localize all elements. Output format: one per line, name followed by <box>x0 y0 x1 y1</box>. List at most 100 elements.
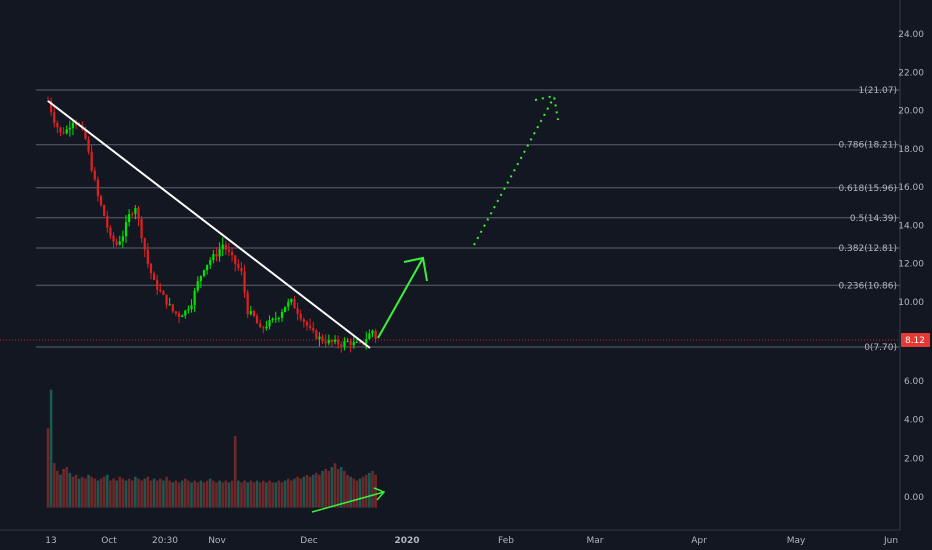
candle-body <box>327 339 330 344</box>
candle-body <box>234 255 237 264</box>
volume-bar <box>49 389 53 508</box>
price-candles <box>46 96 377 353</box>
volume-bar <box>183 478 187 508</box>
candle-body <box>212 254 215 261</box>
volume-bar <box>374 474 377 508</box>
candle-body <box>240 267 243 272</box>
candle-body <box>184 310 187 316</box>
candle-body <box>121 236 124 242</box>
volume-bar <box>205 480 209 508</box>
candle-body <box>165 294 168 305</box>
volume-bar <box>84 478 87 508</box>
candle-body <box>355 341 358 343</box>
candle-body <box>287 302 290 307</box>
volume-bar <box>105 474 109 508</box>
candle-body <box>312 327 315 331</box>
volume-bar <box>121 478 125 508</box>
volume-bar <box>339 467 343 508</box>
volume-bar <box>215 482 218 508</box>
volume-bar <box>349 476 352 508</box>
trendline[interactable] <box>47 100 371 349</box>
time-tick-label: 13 <box>45 536 56 546</box>
candle-body <box>103 205 106 217</box>
volume-bar <box>155 480 159 508</box>
volume-bar <box>333 463 337 508</box>
time-tick-label: Apr <box>691 536 707 546</box>
candle-body <box>337 339 340 345</box>
projection-arrow-head[interactable] <box>403 256 428 282</box>
volume-bar <box>311 474 315 508</box>
volume-bar <box>193 480 196 508</box>
volume-bar <box>124 480 128 508</box>
candle-body <box>59 127 62 133</box>
candle-body <box>224 244 227 250</box>
volume-bar <box>268 480 271 508</box>
time-axis[interactable]: 13 Oct 20:30 Nov Dec 2020 Feb Mar Apr May Jun <box>45 536 898 546</box>
volume-bar <box>324 468 327 508</box>
volume-bar <box>187 480 190 508</box>
candle-body <box>187 309 190 311</box>
volume-bar <box>346 474 349 508</box>
candle-body <box>318 336 321 339</box>
price-axis[interactable]: 24.00 22.00 20.00 18.00 16.00 14.00 12.00 10.00 <box>898 30 924 308</box>
volume-bar <box>371 470 374 508</box>
candle-body <box>246 292 249 315</box>
candle-body <box>333 339 337 342</box>
volume-bar <box>321 470 324 508</box>
time-tick-label: Feb <box>498 536 514 546</box>
volume-bar <box>180 480 184 508</box>
volume-bar <box>274 482 278 508</box>
volume-bar <box>130 480 134 508</box>
volume-bar <box>240 482 243 508</box>
volume-bar <box>199 480 203 508</box>
volume-bar <box>243 480 246 508</box>
volume-bar <box>165 476 168 508</box>
volume-bar <box>71 476 75 508</box>
time-tick-label: Jun <box>883 536 898 546</box>
volume-bar <box>127 478 131 508</box>
projection-arrow[interactable] <box>377 257 424 339</box>
candle-body <box>93 170 96 180</box>
volume-bar <box>299 478 303 508</box>
volume-bar <box>308 476 312 508</box>
volume-bar <box>102 476 106 508</box>
volume-bar <box>227 482 231 508</box>
fib-level-label: 1(21.07) <box>858 86 897 96</box>
candle-body <box>315 330 318 339</box>
volume-bar <box>296 476 299 508</box>
volume-axis[interactable]: 6.00 4.00 2.00 0.00 <box>904 377 924 503</box>
volume-bar <box>249 480 253 508</box>
candle-body <box>262 327 265 329</box>
drawing-tools[interactable] <box>47 94 559 513</box>
volume-trend-arrow[interactable] <box>311 491 385 513</box>
fibonacci-retracement[interactable]: 1(21.07) 0.786(18.21) 0.618(15.96) 0.5(14.3… <box>0 86 900 353</box>
candle-body <box>115 241 118 245</box>
candle-body <box>152 273 156 280</box>
volume-bar <box>65 467 69 508</box>
current-price-label: 8.12 <box>905 336 925 346</box>
candle-body <box>190 305 193 310</box>
candle-body <box>218 249 221 257</box>
time-tick-label: May <box>787 536 806 546</box>
volume-bar <box>202 482 206 508</box>
candle-body <box>209 260 212 265</box>
volume-bar <box>146 476 150 508</box>
volume-tick-label: 2.00 <box>904 454 924 464</box>
price-tick-label: 24.00 <box>898 30 924 40</box>
volume-bar <box>190 482 193 508</box>
target-arrow[interactable] <box>473 96 555 246</box>
candle-body <box>74 122 78 126</box>
target-arrow-head[interactable] <box>534 94 559 121</box>
candle-body <box>62 132 65 134</box>
volume-bar <box>77 478 81 508</box>
candle-body <box>134 208 137 215</box>
candle-body <box>168 304 171 306</box>
candle-body <box>206 264 209 271</box>
volume-bar <box>137 478 140 508</box>
price-tick-label: 22.00 <box>898 68 924 78</box>
volume-trend-arrow-head[interactable] <box>373 487 386 501</box>
volume-bar <box>93 478 97 508</box>
candle-body <box>65 129 68 134</box>
